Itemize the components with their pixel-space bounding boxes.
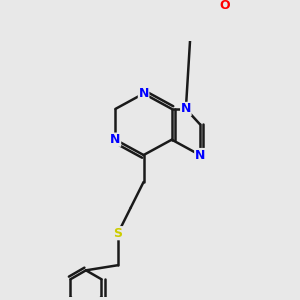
Text: O: O — [219, 0, 230, 12]
Text: N: N — [195, 148, 205, 161]
Text: N: N — [181, 102, 191, 116]
Text: S: S — [113, 227, 122, 240]
Text: N: N — [110, 133, 121, 146]
Text: N: N — [138, 87, 149, 100]
